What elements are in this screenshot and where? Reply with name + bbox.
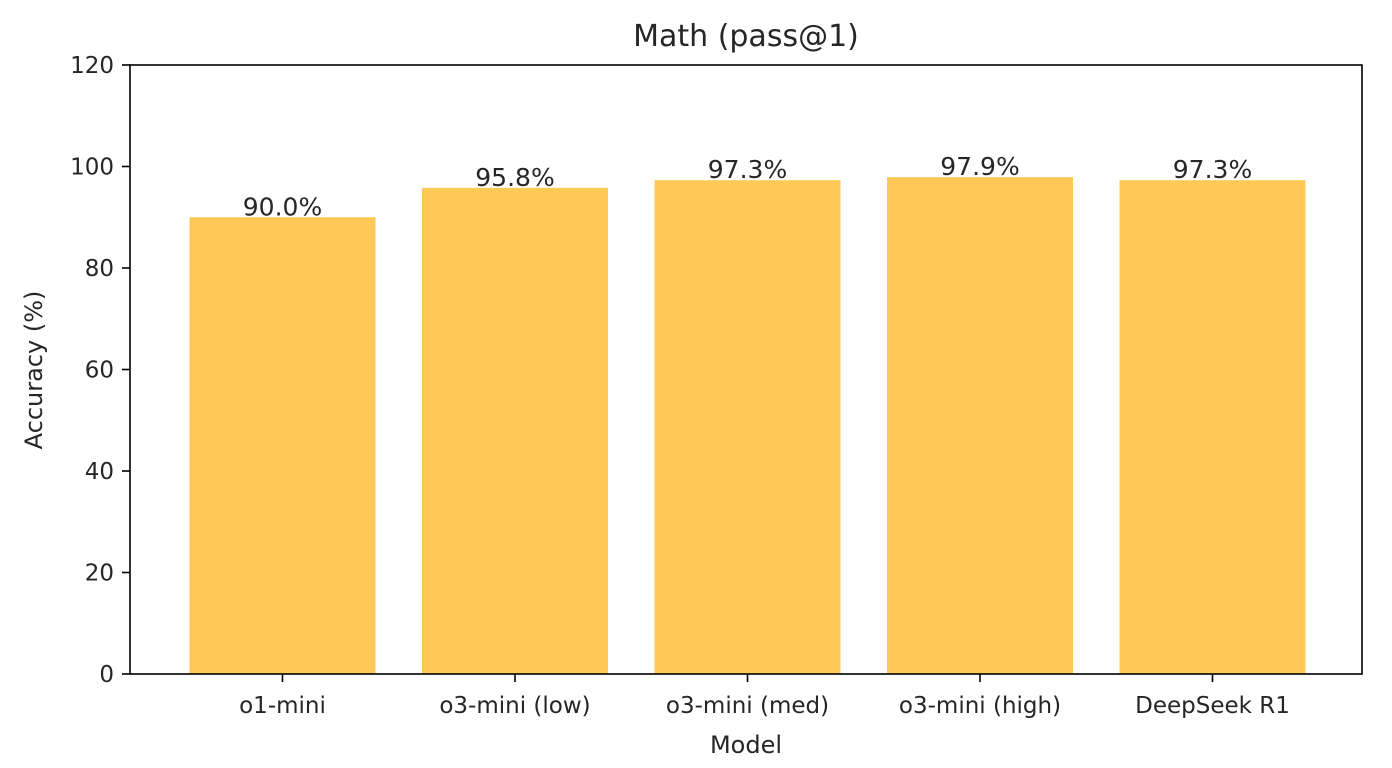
bar-value-label-2: 97.3%	[708, 155, 787, 184]
x-tick-label-1: o3-mini (low)	[439, 693, 590, 719]
bar-value-label-4: 97.3%	[1173, 155, 1252, 184]
y-tick-label-6: 120	[70, 53, 114, 79]
bar-1	[422, 187, 608, 674]
bar-0	[189, 217, 376, 674]
y-axis: 0 20 40 60 80 100 120	[70, 53, 130, 688]
bar-value-label-3: 97.9%	[940, 152, 1019, 181]
y-tick-label-3: 60	[85, 358, 114, 384]
bar-value-label-0: 90.0%	[243, 192, 322, 221]
y-tick-label-2: 40	[85, 459, 114, 485]
x-tick-label-4: DeepSeek R1	[1135, 693, 1290, 719]
x-tick-label-2: o3-mini (med)	[666, 693, 829, 719]
x-axis-label: Model	[710, 731, 782, 759]
plot-frame	[129, 64, 1363, 675]
y-axis-label: Accuracy (%)	[20, 291, 48, 450]
bar-2	[654, 180, 841, 674]
bar-value-label-1: 95.8%	[475, 163, 554, 192]
bar-3	[887, 177, 1073, 674]
bar-4	[1119, 180, 1306, 674]
x-tick-label-0: o1-mini	[239, 693, 326, 719]
x-tick-label-3: o3-mini (high)	[899, 693, 1061, 719]
y-tick-label-1: 20	[85, 561, 114, 587]
x-axis: o1-mini o3-mini (low) o3-mini (med) o3-mini…	[239, 674, 1290, 719]
y-tick-label-0: 0	[99, 662, 114, 688]
chart-title: Math (pass@1)	[633, 19, 859, 54]
y-tick-label-4: 80	[85, 256, 114, 282]
bar-labels-layer: 90.0% 95.8% 97.3% 97.9% 97.3%	[243, 152, 1252, 221]
y-tick-label-5: 100	[70, 155, 114, 181]
bars-layer	[189, 177, 1306, 674]
